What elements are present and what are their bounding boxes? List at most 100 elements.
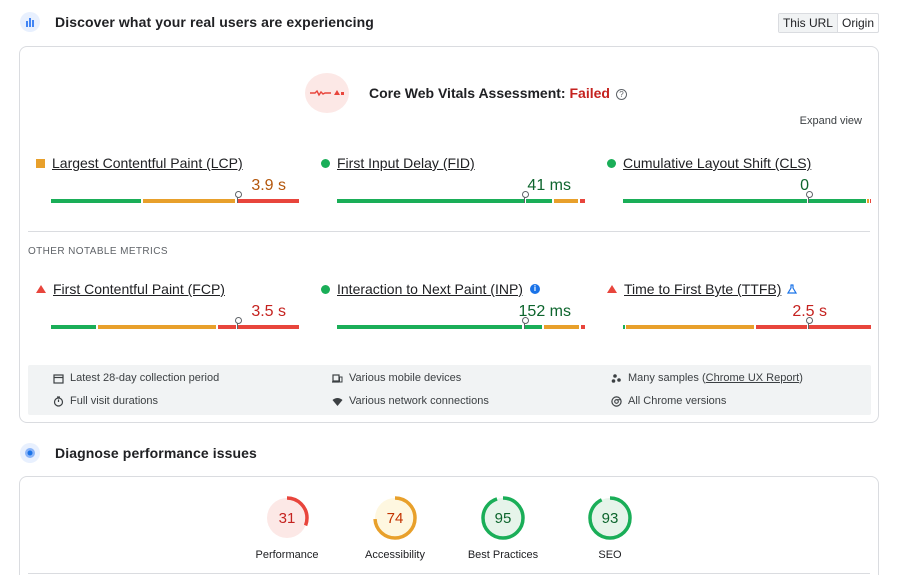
info-collection-period: Latest 28-day collection period xyxy=(53,372,219,384)
gauge-best-practices-label: Best Practices xyxy=(467,549,539,561)
metrics-divider xyxy=(28,231,870,232)
fcp-good-segment xyxy=(51,325,96,329)
info-icon[interactable]: i xyxy=(529,284,540,294)
metric-fcp-distribution-bar xyxy=(51,317,299,330)
experimental-flask-icon xyxy=(787,281,798,297)
assessment-label: Core Web Vitals Assessment: xyxy=(369,85,566,101)
metric-cls: Cumulative Layout Shift (CLS) 0 xyxy=(607,155,872,204)
crux-section-header: Discover what your real users are experi… xyxy=(20,12,374,32)
gauge-seo-score: 93 xyxy=(602,510,619,527)
fcp-poor2-segment xyxy=(238,325,299,329)
metric-ttfb-name[interactable]: Time to First Byte (TTFB) xyxy=(624,281,782,297)
gauge-best-practices-score: 95 xyxy=(495,510,512,527)
gauge-accessibility-label: Accessibility xyxy=(365,549,425,561)
chrome-ux-report-link[interactable]: Chrome UX Report xyxy=(705,372,800,384)
inp-good-segment xyxy=(337,325,522,329)
cls-poor-segment xyxy=(870,199,871,203)
fid-good-segment xyxy=(337,199,524,203)
info-visit-durations: Full visit durations xyxy=(53,395,158,407)
fid-poor-segment xyxy=(580,199,585,203)
metric-fcp-name[interactable]: First Contentful Paint (FCP) xyxy=(53,281,225,297)
other-metrics-label: OTHER NOTABLE METRICS xyxy=(28,246,168,257)
lab-data-card: 31 Performance 74 Accessibility 95 Best … xyxy=(19,476,879,575)
fcp-poor-segment xyxy=(218,325,236,329)
gauge-performance[interactable]: 31 Performance xyxy=(242,495,332,561)
metric-inp-value: 152 ms xyxy=(518,303,571,320)
metric-cls-name[interactable]: Cumulative Layout Shift (CLS) xyxy=(623,155,812,171)
tab-origin[interactable]: Origin xyxy=(841,16,874,30)
cls-average-segment xyxy=(867,199,869,203)
assessment-text: Core Web Vitals Assessment: Failed? xyxy=(369,85,627,101)
cls-p75-marker xyxy=(806,191,813,203)
metric-lcp-name[interactable]: Largest Contentful Paint (LCP) xyxy=(52,155,243,171)
lcp-average-segment xyxy=(143,199,235,203)
failed-waveform-icon xyxy=(305,73,349,113)
samples-icon xyxy=(611,373,622,384)
data-info-box: Latest 28-day collection period Full vis… xyxy=(28,365,871,415)
gauge-best-practices[interactable]: 95 Best Practices xyxy=(458,495,548,561)
gauge-performance-score: 31 xyxy=(279,510,296,527)
average-square-icon xyxy=(36,158,45,168)
info-devices: Various mobile devices xyxy=(332,372,461,384)
calendar-icon xyxy=(53,373,64,384)
gauge-performance-label: Performance xyxy=(255,549,319,561)
gauge-seo-label: SEO xyxy=(598,549,622,561)
devices-icon xyxy=(332,373,343,384)
fcp-p75-marker xyxy=(235,317,242,329)
metric-inp-name[interactable]: Interaction to Next Paint (INP) xyxy=(337,281,523,297)
metric-lcp-distribution-bar xyxy=(51,191,299,204)
gauge-seo[interactable]: 93 SEO xyxy=(565,495,655,561)
poor-triangle-icon xyxy=(36,285,46,293)
lcp-poor-segment xyxy=(237,199,299,203)
help-icon[interactable]: ? xyxy=(615,89,627,100)
gauge-accessibility[interactable]: 74 Accessibility xyxy=(350,495,440,561)
cwv-assessment: Core Web Vitals Assessment: Failed? xyxy=(305,73,627,113)
lcp-p75-marker xyxy=(235,191,242,203)
stopwatch-icon xyxy=(53,395,64,407)
metric-fid-distribution-bar xyxy=(337,191,585,204)
inp-poor-segment xyxy=(581,325,585,329)
ttfb-p75-marker xyxy=(806,317,813,329)
ttfb-poor-segment xyxy=(756,325,807,329)
diagnose-title: Diagnose performance issues xyxy=(55,445,257,461)
info-samples: Many samples (Chrome UX Report) xyxy=(611,372,803,384)
good-dot-icon xyxy=(321,158,330,168)
metric-fcp-value: 3.5 s xyxy=(251,303,286,320)
metric-fid-name[interactable]: First Input Delay (FID) xyxy=(337,155,475,171)
gauge-performance-ring: 31 xyxy=(265,496,309,540)
crux-title: Discover what your real users are experi… xyxy=(55,14,374,30)
metric-fid: First Input Delay (FID) 41 ms xyxy=(321,155,585,204)
ttfb-good-segment xyxy=(623,325,625,329)
fcp-average-segment xyxy=(98,325,216,329)
diagnose-target-icon xyxy=(20,443,40,463)
diagnose-section-header: Diagnose performance issues xyxy=(20,443,257,463)
inp-p75-marker xyxy=(522,317,529,329)
metric-ttfb: Time to First Byte (TTFB) 2.5 s xyxy=(607,281,872,330)
info-network: Various network connections xyxy=(332,395,489,407)
fid-average-segment xyxy=(554,199,578,203)
tab-this-url[interactable]: This URL xyxy=(778,14,838,32)
url-origin-toggle: This URL Origin xyxy=(777,13,879,33)
gauge-accessibility-ring: 74 xyxy=(373,496,417,540)
expand-view-button[interactable]: Expand view xyxy=(799,115,862,127)
metric-cls-distribution-bar xyxy=(623,191,871,204)
assessment-status: Failed xyxy=(569,85,610,101)
ttfb-poor2-segment xyxy=(809,325,871,329)
metric-inp: Interaction to Next Paint (INP) i 152 ms xyxy=(321,281,585,330)
crux-users-icon xyxy=(20,12,40,32)
inp-good2-segment xyxy=(525,325,542,329)
metric-inp-distribution-bar xyxy=(337,317,585,330)
metric-lcp: Largest Contentful Paint (LCP) 3.9 s xyxy=(36,155,299,204)
good-dot-icon xyxy=(321,284,330,294)
inp-average-segment xyxy=(544,325,579,329)
cls-good2-segment xyxy=(809,199,866,203)
info-chrome-versions: All Chrome versions xyxy=(611,395,726,407)
lcp-good-segment xyxy=(51,199,141,203)
gauge-seo-ring: 93 xyxy=(588,496,632,540)
metric-lcp-value: 3.9 s xyxy=(251,177,286,194)
wifi-icon xyxy=(332,396,343,407)
gauge-best-practices-ring: 95 xyxy=(481,496,525,540)
fid-p75-marker xyxy=(522,191,529,203)
metric-fid-value: 41 ms xyxy=(527,177,571,194)
metric-fcp: First Contentful Paint (FCP) 3.5 s xyxy=(36,281,299,330)
